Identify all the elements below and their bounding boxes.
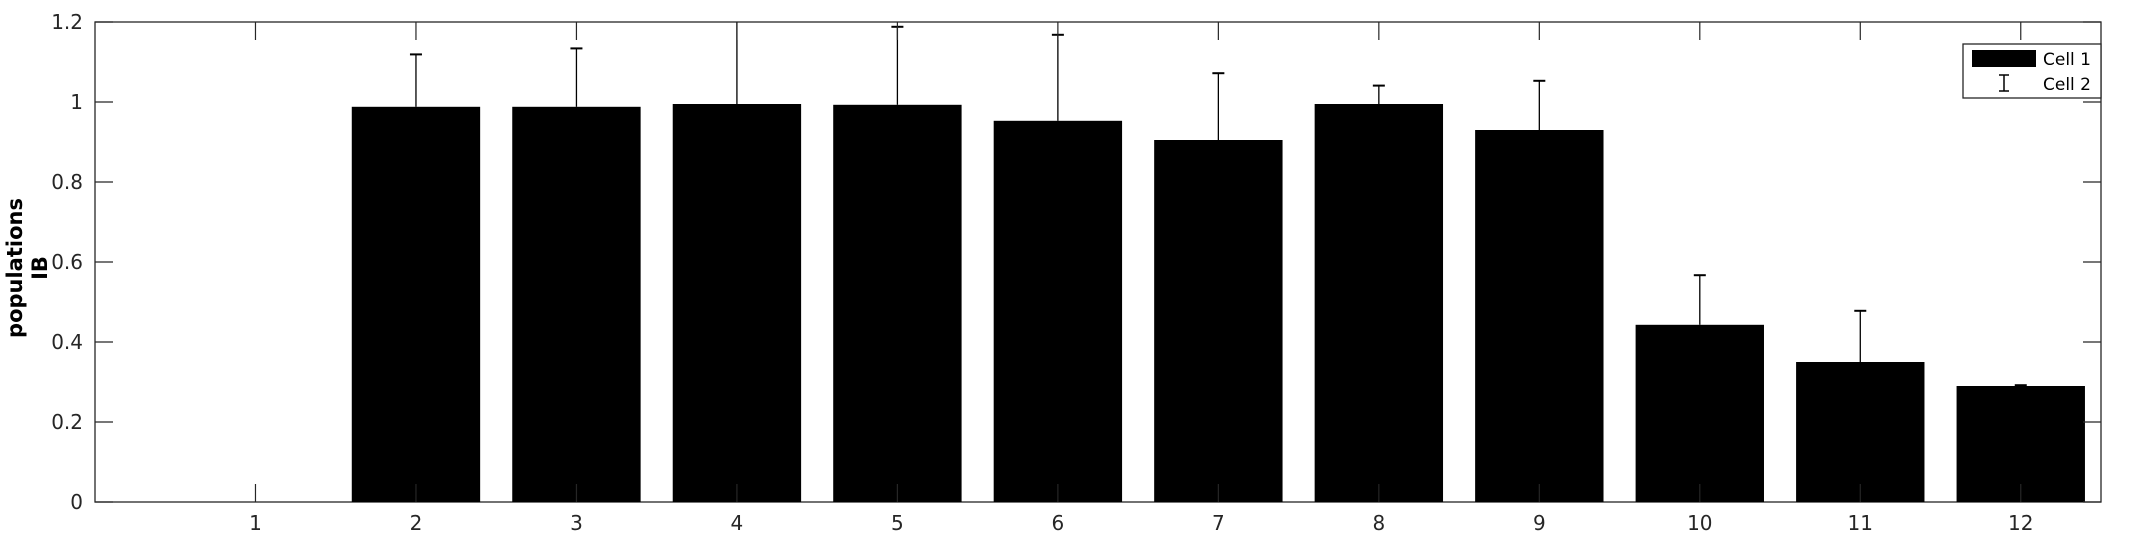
- x-tick-label-1: 1: [249, 511, 262, 533]
- legend-errorbar-symbol: [1999, 74, 2009, 92]
- x-tick-label-6: 6: [1052, 511, 1065, 533]
- x-tick-label-10: 10: [1687, 511, 1712, 533]
- legend-label-cell-2: Cell 2: [2043, 75, 2091, 95]
- y-tick-label-1.2: 1.2: [51, 10, 83, 34]
- bar-5: [833, 104, 962, 502]
- y-tick-label-0.4: 0.4: [51, 330, 83, 354]
- x-tick-label-9: 9: [1533, 511, 1546, 533]
- y-tick-label-0.8: 0.8: [51, 170, 83, 194]
- y-tick-label-0.2: 0.2: [51, 410, 83, 434]
- y-tick-label-0: 0: [70, 490, 83, 514]
- x-tick-label-12: 12: [2008, 511, 2033, 533]
- x-tick-label-4: 4: [731, 511, 744, 533]
- bar-12: [1956, 386, 2085, 502]
- bar-8: [1314, 104, 1444, 502]
- bar-9: [1475, 130, 1604, 502]
- bar-11: [1796, 362, 1925, 502]
- y-tick-label-0.6: 0.6: [51, 250, 83, 274]
- x-tick-label-8: 8: [1372, 511, 1385, 533]
- bar-3: [512, 106, 641, 502]
- bar-10: [1635, 324, 1764, 502]
- bar-4: [672, 104, 802, 502]
- legend-label-cell-1: Cell 1: [2043, 50, 2091, 70]
- bar-6: [993, 120, 1123, 502]
- x-tick-label-2: 2: [410, 511, 423, 533]
- legend-swatch-cell-1: [1972, 50, 2036, 67]
- y-tick-label-1: 1: [70, 90, 83, 114]
- x-tick-label-5: 5: [891, 511, 904, 533]
- y-axis-label-line-1: populations: [3, 198, 27, 338]
- y-axis-label-line-2: IB: [28, 256, 52, 280]
- x-tick-label-11: 11: [1848, 511, 1873, 533]
- data-marks: [351, 22, 2085, 502]
- x-tick-label-3: 3: [570, 511, 583, 533]
- x-tick-label-7: 7: [1212, 511, 1225, 533]
- bar-2: [351, 106, 481, 502]
- legend: Cell 1 Cell 2: [1962, 43, 2102, 99]
- bar-7: [1154, 140, 1283, 502]
